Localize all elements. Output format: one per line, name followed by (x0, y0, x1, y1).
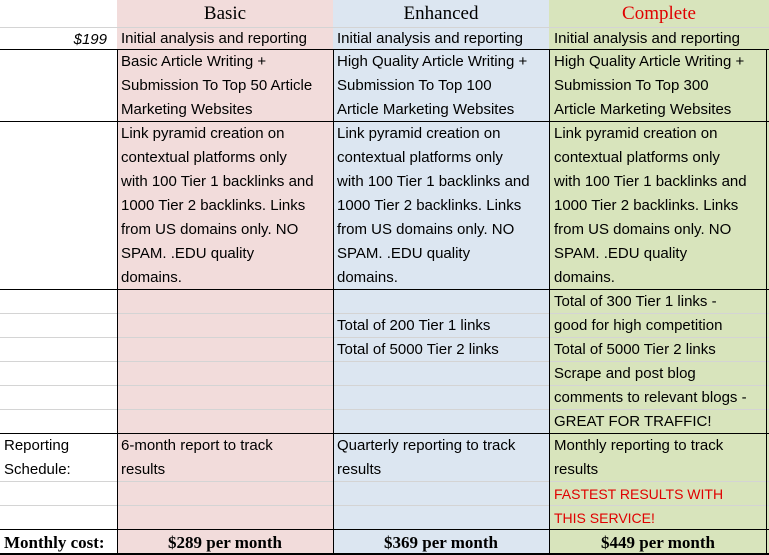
gridline (0, 481, 769, 482)
enhanced-extra: Total of 200 Tier 1 links Total of 5000 … (337, 317, 499, 358)
complete-reporting: Monthly reporting to track results (554, 437, 724, 478)
gridline (0, 27, 769, 28)
enhanced-writing: High Quality Article Writing + Submissio… (337, 53, 528, 118)
border-line (0, 289, 769, 290)
gridline (0, 505, 769, 506)
header-basic: Basic (203, 3, 247, 24)
complete-cost: $449 per month (601, 533, 715, 552)
cost-label: Monthly cost: (4, 533, 105, 552)
gridline (0, 409, 769, 410)
gridline (0, 361, 769, 362)
border-line (0, 49, 769, 50)
basic-cost: $289 per month (168, 533, 282, 552)
basic-analysis: Initial analysis and reporting (121, 30, 307, 47)
enhanced-cost: $369 per month (384, 533, 498, 552)
complete-analysis: Initial analysis and reporting (554, 30, 740, 47)
border-line (117, 49, 118, 555)
basic-pyramid: Link pyramid creation on contextual plat… (121, 125, 314, 286)
complete-note: FASTEST RESULTS WITH THIS SERVICE! (554, 486, 724, 526)
gridline (0, 313, 769, 314)
enhanced-column (333, 0, 549, 555)
enhanced-reporting: Quarterly reporting to track results (337, 437, 516, 478)
basic-column (117, 0, 333, 555)
border-line (766, 49, 767, 555)
label-column (0, 0, 117, 555)
enhanced-analysis: Initial analysis and reporting (337, 30, 523, 47)
complete-writing: High Quality Article Writing + Submissio… (554, 53, 745, 118)
border-line (0, 529, 769, 530)
border-line (549, 49, 550, 555)
enhanced-pyramid: Link pyramid creation on contextual plat… (337, 125, 530, 286)
border-line (0, 553, 769, 555)
basic-reporting: 6-month report to track results (121, 437, 273, 478)
basic-writing: Basic Article Writing + Submission To To… (121, 53, 313, 118)
header-enhanced: Enhanced (403, 3, 479, 24)
border-line (0, 433, 769, 434)
complete-extra: Total of 300 Tier 1 links - good for hig… (554, 293, 747, 430)
border-line (333, 49, 334, 555)
border-line (0, 121, 769, 122)
complete-pyramid: Link pyramid creation on contextual plat… (554, 125, 747, 286)
gridline (0, 337, 769, 338)
gridline (0, 385, 769, 386)
header-complete: Complete (622, 3, 696, 24)
complete-column (549, 0, 769, 555)
price-label: $199 (73, 31, 107, 48)
reporting-label: Reporting Schedule: (4, 437, 71, 478)
